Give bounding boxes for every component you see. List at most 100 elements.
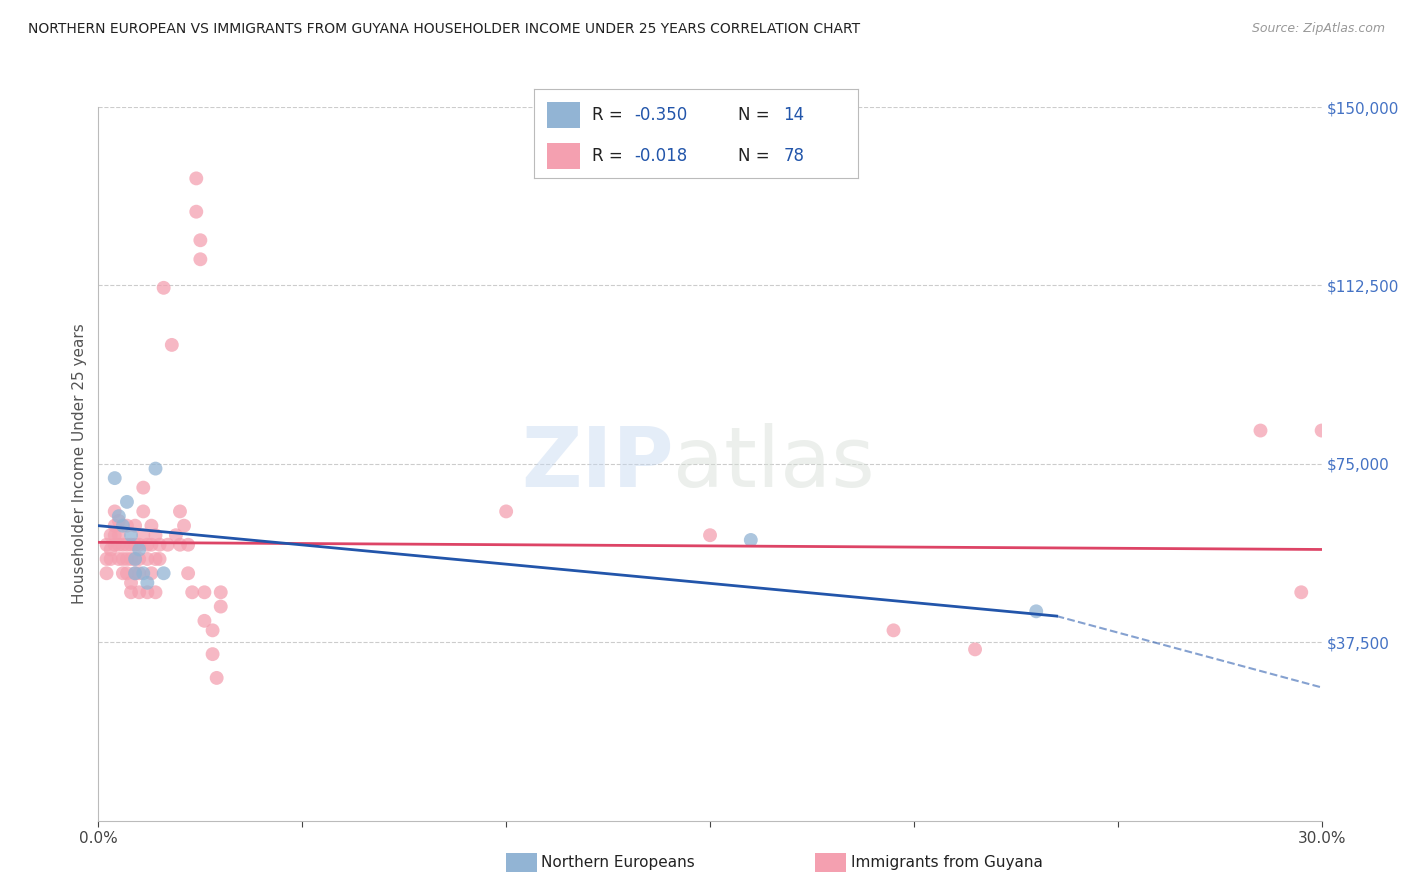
Point: [120, 552, 142, 566]
Point: [124, 538, 146, 552]
Point: [128, 542, 150, 557]
Text: N =: N =: [738, 106, 775, 124]
Point: [883, 624, 905, 638]
Point: [108, 514, 131, 528]
Point: [188, 252, 212, 267]
Point: [188, 233, 212, 247]
Point: [193, 585, 215, 599]
Point: [160, 338, 183, 352]
Point: [145, 585, 167, 599]
Point: [145, 461, 167, 475]
Point: [145, 528, 167, 542]
Point: [132, 566, 155, 581]
Point: [115, 538, 138, 552]
Point: [177, 538, 200, 552]
Point: [740, 533, 762, 547]
Point: [108, 538, 131, 552]
Point: [145, 552, 167, 566]
Point: [120, 585, 142, 599]
Text: 14: 14: [783, 106, 804, 124]
Point: [111, 538, 134, 552]
Point: [965, 642, 987, 657]
Point: [104, 471, 127, 485]
Point: [205, 671, 228, 685]
Point: [120, 538, 142, 552]
Point: [201, 647, 224, 661]
Point: [132, 528, 155, 542]
Point: [149, 538, 172, 552]
Point: [108, 528, 131, 542]
Point: [699, 528, 721, 542]
Point: [96, 552, 118, 566]
Point: [120, 575, 142, 590]
Point: [128, 585, 150, 599]
Text: R =: R =: [592, 106, 628, 124]
Text: Immigrants from Guyana: Immigrants from Guyana: [851, 855, 1042, 870]
Point: [186, 171, 208, 186]
Point: [124, 518, 146, 533]
Point: [169, 504, 191, 518]
Point: [1310, 424, 1333, 438]
Point: [115, 495, 138, 509]
Text: NORTHERN EUROPEAN VS IMMIGRANTS FROM GUYANA HOUSEHOLDER INCOME UNDER 25 YEARS CO: NORTHERN EUROPEAN VS IMMIGRANTS FROM GUY…: [28, 22, 860, 37]
Point: [100, 542, 122, 557]
Point: [128, 538, 150, 552]
Point: [169, 538, 191, 552]
Point: [124, 566, 146, 581]
Point: [111, 518, 134, 533]
Point: [96, 538, 118, 552]
Point: [141, 538, 163, 552]
Point: [1025, 604, 1047, 618]
Point: [111, 566, 134, 581]
Point: [173, 518, 195, 533]
Point: [136, 585, 159, 599]
Point: [104, 538, 127, 552]
Bar: [547, 102, 579, 128]
Point: [136, 538, 159, 552]
Point: [177, 566, 200, 581]
Point: [141, 566, 163, 581]
Point: [124, 566, 146, 581]
Point: [115, 566, 138, 581]
Point: [152, 281, 174, 295]
Text: R =: R =: [592, 147, 628, 165]
Point: [104, 504, 127, 518]
Text: -0.350: -0.350: [634, 106, 688, 124]
Text: N =: N =: [738, 147, 775, 165]
Point: [128, 552, 150, 566]
Point: [181, 585, 204, 599]
Point: [96, 566, 118, 581]
Point: [209, 585, 232, 599]
Point: [149, 552, 172, 566]
Point: [209, 599, 232, 614]
Text: atlas: atlas: [673, 424, 875, 504]
Point: [136, 575, 159, 590]
Point: [104, 518, 127, 533]
Text: 78: 78: [783, 147, 804, 165]
Point: [128, 566, 150, 581]
Point: [100, 528, 122, 542]
Point: [120, 528, 142, 542]
Point: [136, 552, 159, 566]
Text: Northern Europeans: Northern Europeans: [541, 855, 695, 870]
Point: [100, 552, 122, 566]
Point: [108, 552, 131, 566]
Point: [115, 518, 138, 533]
Point: [104, 528, 127, 542]
Bar: [547, 143, 579, 169]
Point: [152, 566, 174, 581]
Point: [124, 552, 146, 566]
Point: [495, 504, 517, 518]
Y-axis label: Householder Income Under 25 years: Householder Income Under 25 years: [72, 324, 87, 604]
Point: [186, 204, 208, 219]
Point: [108, 509, 131, 524]
Point: [201, 624, 224, 638]
Text: ZIP: ZIP: [520, 424, 673, 504]
Point: [111, 552, 134, 566]
Point: [1291, 585, 1313, 599]
Text: -0.018: -0.018: [634, 147, 688, 165]
Point: [1249, 424, 1271, 438]
Text: Source: ZipAtlas.com: Source: ZipAtlas.com: [1251, 22, 1385, 36]
Point: [115, 552, 138, 566]
Point: [156, 538, 179, 552]
